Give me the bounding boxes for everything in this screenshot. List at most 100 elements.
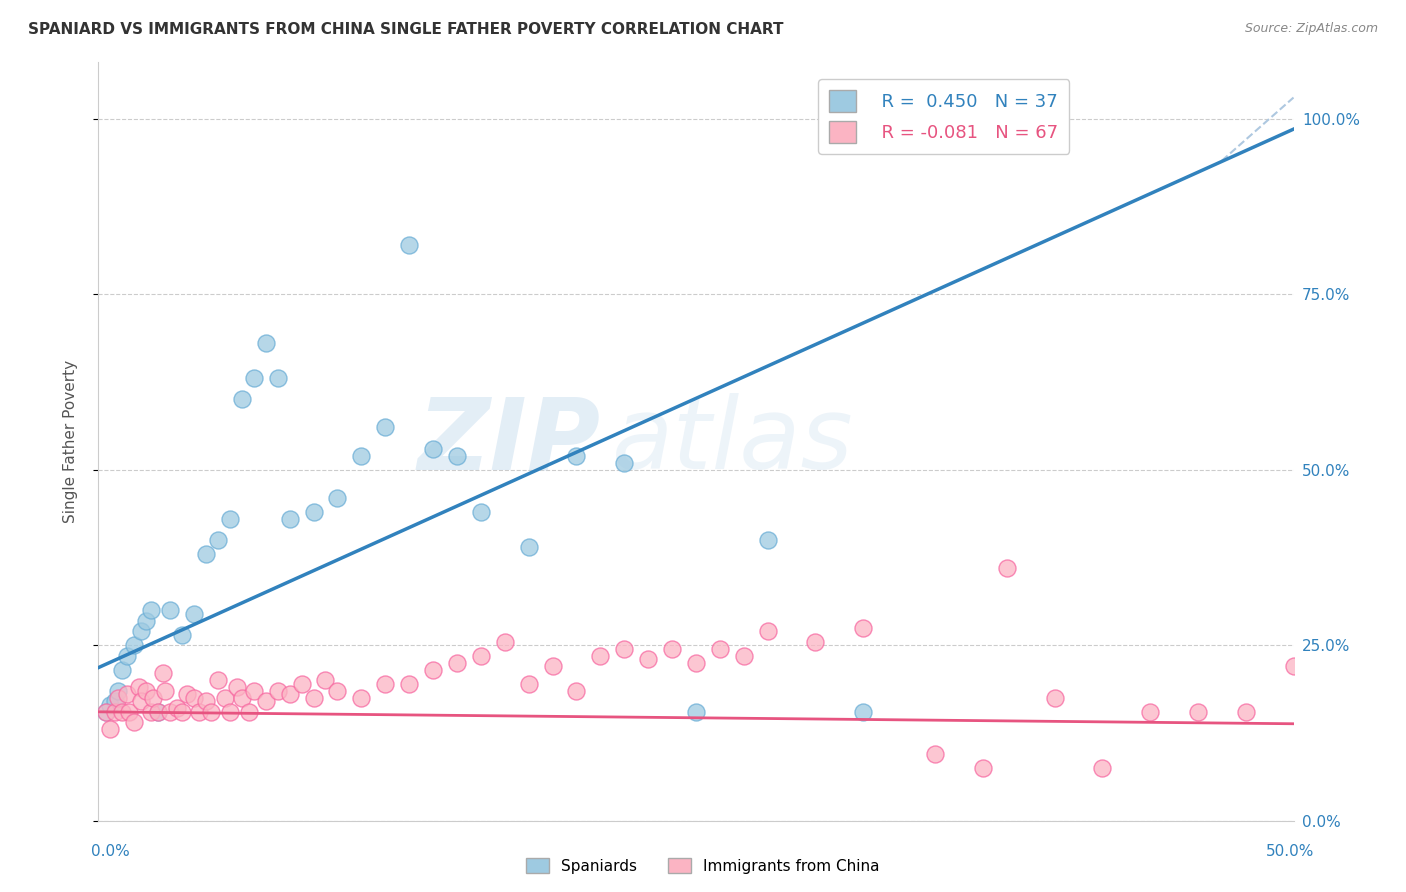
Point (995, 561, 1018, 575)
Point (131, 624, 153, 639)
Point (1282, 659, 1305, 673)
Point (565, 449, 588, 463)
Text: 50.0%: 50.0% (1267, 845, 1315, 859)
Point (124, 638, 146, 652)
Point (166, 701, 188, 715)
Point (517, 677, 540, 691)
Point (155, 683, 177, 698)
Point (589, 648, 612, 663)
Point (135, 614, 157, 628)
Point (1187, 705, 1209, 719)
Point (374, 420, 396, 434)
Point (422, 442, 444, 456)
Point (139, 705, 162, 719)
Point (94, 705, 117, 719)
Point (446, 656, 468, 670)
Point (470, 648, 492, 663)
Point (254, 336, 277, 351)
Point (111, 663, 134, 677)
Point (613, 641, 636, 656)
Point (613, 456, 636, 470)
Point (238, 705, 260, 719)
Y-axis label: Single Father Poverty: Single Father Poverty (63, 360, 77, 523)
Point (195, 547, 218, 561)
Point (104, 694, 127, 708)
Point (172, 627, 194, 641)
Point (207, 533, 229, 547)
Point (142, 690, 165, 705)
Point (187, 705, 209, 719)
Text: ZIP: ZIP (418, 393, 600, 490)
Point (924, 747, 946, 761)
Point (148, 705, 170, 719)
Point (219, 705, 242, 719)
Point (326, 683, 349, 698)
Point (756, 533, 779, 547)
Legend: Spaniards, Immigrants from China: Spaniards, Immigrants from China (520, 852, 886, 880)
Point (207, 673, 229, 688)
Point (214, 690, 236, 705)
Point (124, 715, 146, 730)
Point (1234, 705, 1257, 719)
Point (111, 705, 134, 719)
Point (1091, 761, 1114, 775)
Point (565, 683, 588, 698)
Point (128, 680, 150, 694)
Point (398, 238, 420, 252)
Point (685, 656, 707, 670)
Point (254, 694, 277, 708)
Point (278, 512, 301, 526)
Point (115, 648, 138, 663)
Text: 0.0%: 0.0% (91, 845, 131, 859)
Point (98, 723, 122, 737)
Point (302, 505, 325, 519)
Point (152, 666, 174, 681)
Point (176, 687, 198, 701)
Text: Source: ZipAtlas.com: Source: ZipAtlas.com (1244, 22, 1378, 36)
Point (1139, 705, 1161, 719)
Point (756, 624, 779, 639)
Point (148, 705, 170, 719)
Point (302, 690, 325, 705)
Point (326, 491, 349, 505)
Point (195, 694, 218, 708)
Point (159, 705, 181, 719)
Point (852, 705, 875, 719)
Point (94, 705, 117, 719)
Point (350, 690, 373, 705)
Point (278, 687, 301, 701)
Point (183, 607, 205, 621)
Point (107, 690, 129, 705)
Point (1043, 690, 1066, 705)
Point (422, 663, 444, 677)
Point (972, 761, 994, 775)
Point (315, 673, 337, 688)
Point (226, 680, 249, 694)
Point (852, 621, 875, 635)
Point (107, 683, 129, 698)
Point (115, 687, 138, 701)
Point (131, 694, 153, 708)
Point (159, 603, 181, 617)
Point (104, 705, 127, 719)
Point (267, 371, 290, 385)
Point (200, 705, 222, 719)
Point (541, 659, 564, 673)
Point (139, 603, 162, 617)
Point (470, 505, 492, 519)
Legend:   R =  0.450   N = 37,   R = -0.081   N = 67: R = 0.450 N = 37, R = -0.081 N = 67 (818, 79, 1070, 153)
Point (243, 371, 266, 385)
Point (98, 698, 122, 712)
Point (733, 648, 755, 663)
Point (135, 683, 157, 698)
Text: SPANIARD VS IMMIGRANTS FROM CHINA SINGLE FATHER POVERTY CORRELATION CHART: SPANIARD VS IMMIGRANTS FROM CHINA SINGLE… (28, 22, 783, 37)
Point (517, 540, 540, 554)
Point (243, 683, 266, 698)
Point (172, 705, 194, 719)
Point (709, 641, 731, 656)
Point (661, 641, 683, 656)
Point (118, 705, 141, 719)
Point (219, 512, 242, 526)
Point (804, 634, 827, 648)
Point (637, 652, 659, 666)
